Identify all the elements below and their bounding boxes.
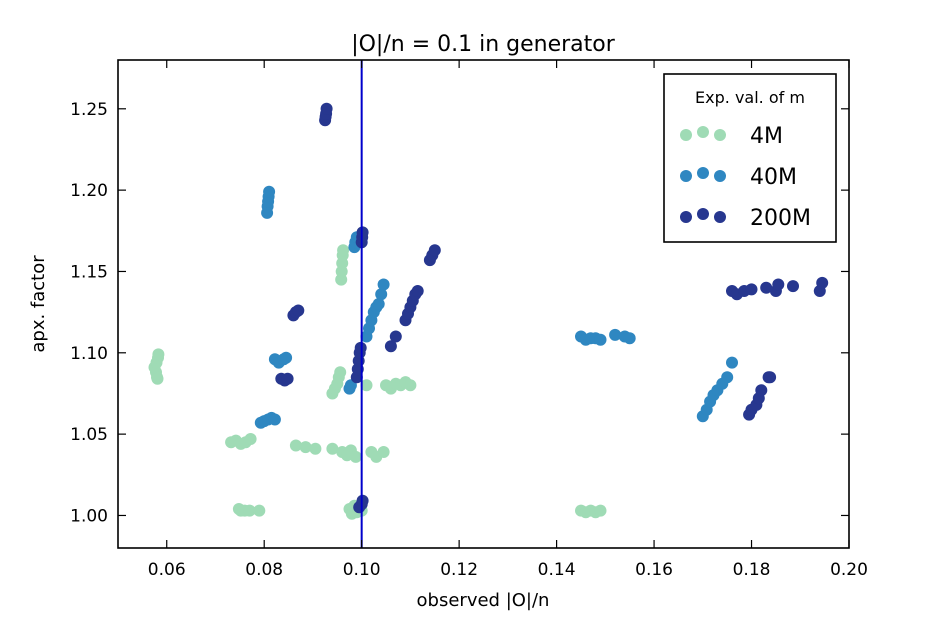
legend: Exp. val. of m 4M 40M 200M [663, 73, 837, 243]
data-point-4M [289, 439, 302, 452]
data-point-40M [372, 298, 385, 310]
legend-marker-40M [680, 170, 692, 182]
x-tick-label: 0.20 [830, 560, 868, 580]
data-point-40M [377, 278, 390, 291]
data-point-4M [349, 450, 362, 463]
data-point-4M [337, 244, 350, 257]
data-point-200M [772, 278, 785, 291]
data-point-200M [384, 340, 397, 353]
legend-marker-200M [697, 208, 709, 220]
x-tick-label: 0.10 [343, 560, 381, 580]
legend-marker-40M [697, 167, 709, 179]
data-points [148, 102, 829, 520]
data-point-4M [299, 441, 312, 454]
data-point-4M [152, 348, 165, 361]
x-tick-label: 0.14 [538, 560, 576, 580]
y-tick-label: 1.05 [70, 425, 108, 445]
chart-title: |O|/n = 0.1 in generator [351, 32, 616, 57]
x-tick-label: 0.12 [440, 560, 478, 580]
legend-box [663, 73, 837, 243]
data-point-40M [268, 413, 281, 426]
x-tick-label: 0.18 [733, 560, 771, 580]
legend-marker-40M [714, 170, 726, 182]
legend-marker-4M [680, 129, 692, 141]
y-tick-label: 1.10 [70, 344, 108, 364]
data-point-200M [787, 280, 799, 293]
data-point-200M [760, 281, 773, 294]
data-point-4M [360, 379, 373, 392]
data-point-40M [721, 371, 734, 384]
data-point-40M [263, 185, 276, 198]
data-point-40M [280, 351, 293, 364]
data-point-4M [326, 442, 339, 455]
legend-label-200M: 200M [750, 206, 811, 231]
legend-marker-4M [697, 126, 709, 138]
data-point-40M [375, 288, 388, 301]
data-point-4M [404, 379, 417, 392]
data-point-200M [320, 102, 333, 115]
data-point-4M [244, 433, 257, 445]
data-point-200M [389, 330, 402, 343]
data-point-40M [726, 356, 738, 369]
y-tick-label: 1.00 [70, 506, 108, 526]
data-point-40M [623, 332, 636, 345]
data-point-200M [816, 276, 829, 289]
data-point-4M [151, 372, 164, 385]
data-point-4M [377, 446, 390, 458]
x-tick-label: 0.16 [635, 560, 673, 580]
data-point-40M [594, 333, 607, 346]
y-tick-label: 1.15 [70, 262, 108, 282]
y-tick-label: 1.25 [70, 100, 108, 120]
x-axis-label: observed |O|/n [417, 590, 550, 611]
y-tick-label: 1.20 [70, 181, 108, 201]
data-point-4M [334, 366, 347, 379]
legend-title: Exp. val. of m [695, 88, 805, 107]
x-axis-ticks: 0.06 0.08 0.10 0.12 0.14 0.16 0.18 0.20 [148, 60, 868, 580]
data-point-40M [609, 328, 622, 341]
y-axis-label: apx. factor [28, 255, 49, 353]
data-point-200M [292, 304, 305, 317]
data-point-4M [309, 442, 322, 455]
y-axis-ticks: 1.00 1.05 1.10 1.15 1.20 1.25 [70, 100, 849, 526]
data-point-4M [243, 504, 256, 517]
data-point-200M [411, 285, 424, 297]
data-point-200M [745, 283, 758, 296]
x-tick-label: 0.08 [245, 560, 283, 580]
data-point-200M [281, 372, 294, 385]
plot-frame [117, 59, 850, 549]
data-point-200M [764, 371, 777, 384]
data-point-4M [253, 504, 266, 517]
legend-label-40M: 40M [750, 165, 797, 190]
legend-marker-200M [680, 211, 692, 223]
legend-entries: 4M 40M 200M [680, 124, 811, 231]
data-point-200M [428, 244, 441, 257]
data-point-4M [594, 504, 607, 517]
data-point-200M [755, 384, 768, 397]
legend-label-4M: 4M [750, 124, 783, 149]
legend-marker-200M [714, 211, 726, 223]
x-tick-label: 0.06 [148, 560, 186, 580]
legend-marker-4M [714, 129, 726, 141]
